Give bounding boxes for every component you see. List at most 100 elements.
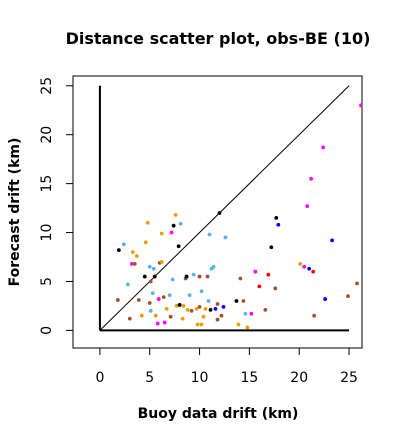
scatter-point: [176, 244, 181, 249]
x-tick-label: 20: [290, 370, 308, 386]
scatter-point: [199, 322, 204, 327]
scatter-point: [241, 299, 246, 303]
scatter-point: [143, 240, 148, 245]
scatter-point: [236, 322, 241, 327]
scatter-point: [185, 307, 190, 312]
y-tick-label: 10: [39, 224, 55, 242]
scatter-point: [181, 304, 186, 308]
scatter-point: [152, 274, 157, 279]
scatter-point: [201, 314, 206, 319]
scatter-point: [164, 306, 169, 311]
scatter-point: [153, 313, 158, 318]
scatter-point: [147, 301, 152, 305]
scatter-point: [167, 293, 172, 298]
scatter-point: [305, 204, 310, 209]
y-tick-label: 15: [39, 175, 55, 193]
scatter-point: [208, 307, 213, 312]
scatter-point: [125, 282, 130, 287]
scatter-point: [189, 308, 194, 313]
scatter-point: [199, 289, 204, 294]
x-axis-ticks: 0 5 10 15 20 25: [95, 348, 358, 386]
scatter-point: [159, 231, 164, 236]
scatter-point: [257, 284, 262, 289]
scatter-point: [273, 286, 278, 291]
scatter-point: [130, 250, 135, 255]
chart-title: Distance scatter plot, obs-BE (10): [66, 29, 371, 48]
scatter-point: [215, 302, 220, 306]
scatter-point: [203, 306, 208, 311]
x-tick-label: 5: [145, 370, 154, 386]
scatter-point: [168, 314, 173, 319]
scatter-point: [359, 103, 362, 108]
scatter-point: [249, 311, 254, 316]
y-axis-ticks: 0 5 10 15 20 25: [39, 77, 73, 335]
scatter-point: [115, 298, 120, 302]
scatter-point: [234, 299, 239, 303]
scatter-point: [211, 264, 216, 269]
scatter-point: [307, 266, 312, 271]
scatter-point: [121, 242, 126, 247]
scatter-point: [169, 230, 174, 235]
y-tick-label: 20: [39, 126, 55, 144]
scatter-point: [321, 145, 326, 150]
scatter-point: [330, 238, 335, 243]
scatter-point: [191, 272, 196, 277]
y-tick-label: 5: [39, 277, 55, 286]
scatter-point: [139, 313, 144, 318]
scatter-point: [309, 176, 314, 181]
plot-layer: [98, 85, 362, 332]
scatter-point: [298, 261, 303, 266]
scatter-point: [245, 325, 250, 330]
scatter-point: [221, 305, 226, 309]
scatter-point: [238, 276, 243, 281]
scatter-point: [223, 235, 228, 240]
y-tick-label: 25: [39, 77, 55, 95]
x-tick-label: 0: [95, 370, 104, 386]
x-tick-label: 10: [191, 370, 209, 386]
scatter-point: [134, 254, 139, 258]
scatter-point: [206, 299, 211, 303]
scatter-point: [159, 259, 164, 264]
scatter-point: [243, 311, 248, 316]
scatter-point: [194, 306, 199, 311]
scatter-point: [184, 274, 189, 279]
scatter-point: [312, 313, 317, 318]
scatter-point: [217, 211, 222, 215]
plot-area: [98, 85, 362, 332]
scatter-point: [180, 316, 185, 321]
scatter-point: [263, 307, 268, 312]
scatter-point: [171, 223, 176, 228]
scatter-point: [346, 294, 350, 299]
scatter-point: [127, 316, 132, 321]
scatter-point: [136, 298, 141, 302]
scatter-point: [266, 272, 271, 277]
scatter-point: [205, 274, 210, 279]
scatter-point: [170, 277, 175, 282]
scatter-point: [142, 274, 147, 279]
y-axis-label: Forecast drift (km): [7, 138, 23, 287]
scatter-point: [187, 293, 192, 298]
scatter-point: [116, 248, 121, 253]
x-axis-label: Buoy data drift (km): [138, 406, 299, 422]
scatter-point: [197, 305, 202, 309]
scatter-point: [147, 264, 152, 269]
scatter-point: [178, 221, 183, 226]
scatter-point: [177, 303, 182, 307]
scatter-point: [302, 264, 307, 269]
scatter-point: [173, 213, 178, 217]
scatter-point: [148, 279, 153, 284]
scatter-point: [197, 274, 202, 279]
scatter-point: [129, 261, 134, 266]
scatter-point: [132, 261, 137, 266]
scatter-point: [219, 313, 224, 318]
scatter-point: [162, 320, 167, 325]
y-tick-label: 0: [39, 326, 55, 335]
scatter-point: [150, 291, 155, 296]
scatter-point: [311, 269, 316, 274]
scatter-point: [207, 232, 212, 237]
scatter-point: [155, 321, 160, 326]
scatter-point: [195, 322, 200, 327]
scatter-point: [269, 245, 274, 250]
scatter-point: [174, 304, 179, 308]
